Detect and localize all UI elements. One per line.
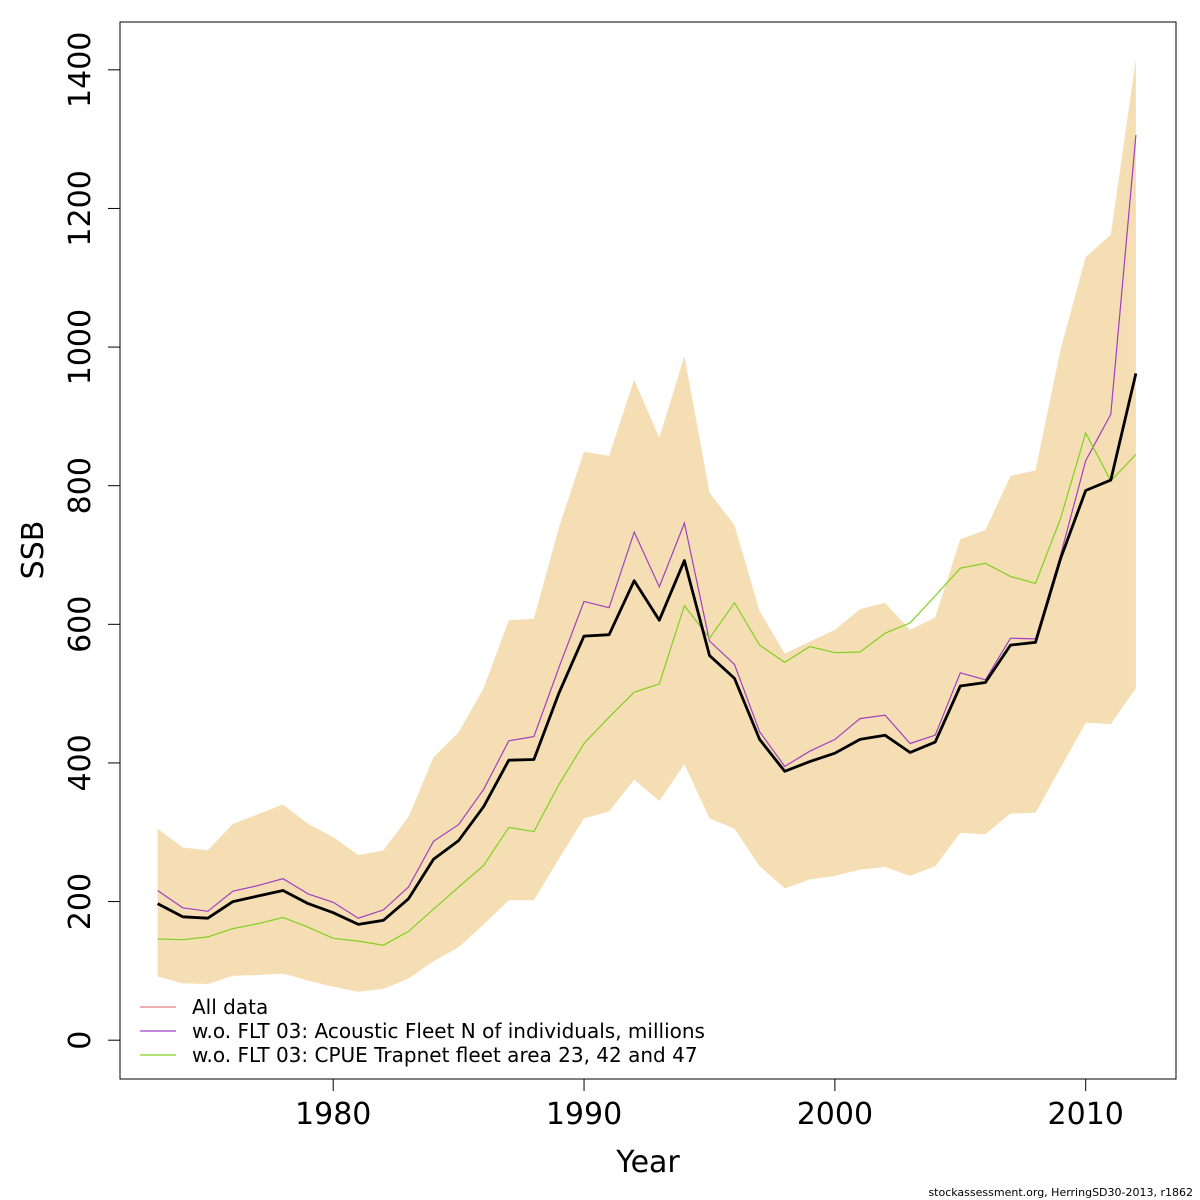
y-tick-label: 600 <box>63 596 98 653</box>
x-tick-label: 2010 <box>1048 1097 1124 1132</box>
y-axis: 0 200 400 600 800 1000 1200 1400 <box>63 32 121 1050</box>
legend-label-1: w.o. FLT 03: Acoustic Fleet N of individ… <box>192 1019 705 1043</box>
credit-text: stockassessment.org, HerringSD30-2013, r… <box>928 1186 1193 1199</box>
base-line <box>156 373 1138 926</box>
y-tick-label: 400 <box>63 734 98 791</box>
series-line-1 <box>157 134 1137 919</box>
x-tick-label: 1980 <box>295 1097 371 1132</box>
y-tick-label: 800 <box>63 457 98 514</box>
x-tick-label: 1990 <box>546 1097 622 1132</box>
y-tick-label: 1200 <box>63 170 98 246</box>
y-tick-label: 0 <box>63 1031 98 1050</box>
legend-label-2: w.o. FLT 03: CPUE Trapnet fleet area 23,… <box>192 1043 698 1067</box>
series-line-2 <box>157 431 1137 946</box>
x-tick-label: 2000 <box>797 1097 873 1132</box>
y-tick-label: 200 <box>63 873 98 930</box>
x-axis-title: Year <box>615 1145 680 1180</box>
plot-area <box>156 59 1138 992</box>
legend-label-0: All data <box>192 995 268 1019</box>
y-tick-label: 1000 <box>63 309 98 385</box>
confidence-band <box>157 59 1136 992</box>
x-axis: 1980 1990 2000 2010 <box>295 1078 1124 1132</box>
y-axis-title: SSB <box>16 521 51 580</box>
y-tick-label: 1400 <box>63 32 98 108</box>
